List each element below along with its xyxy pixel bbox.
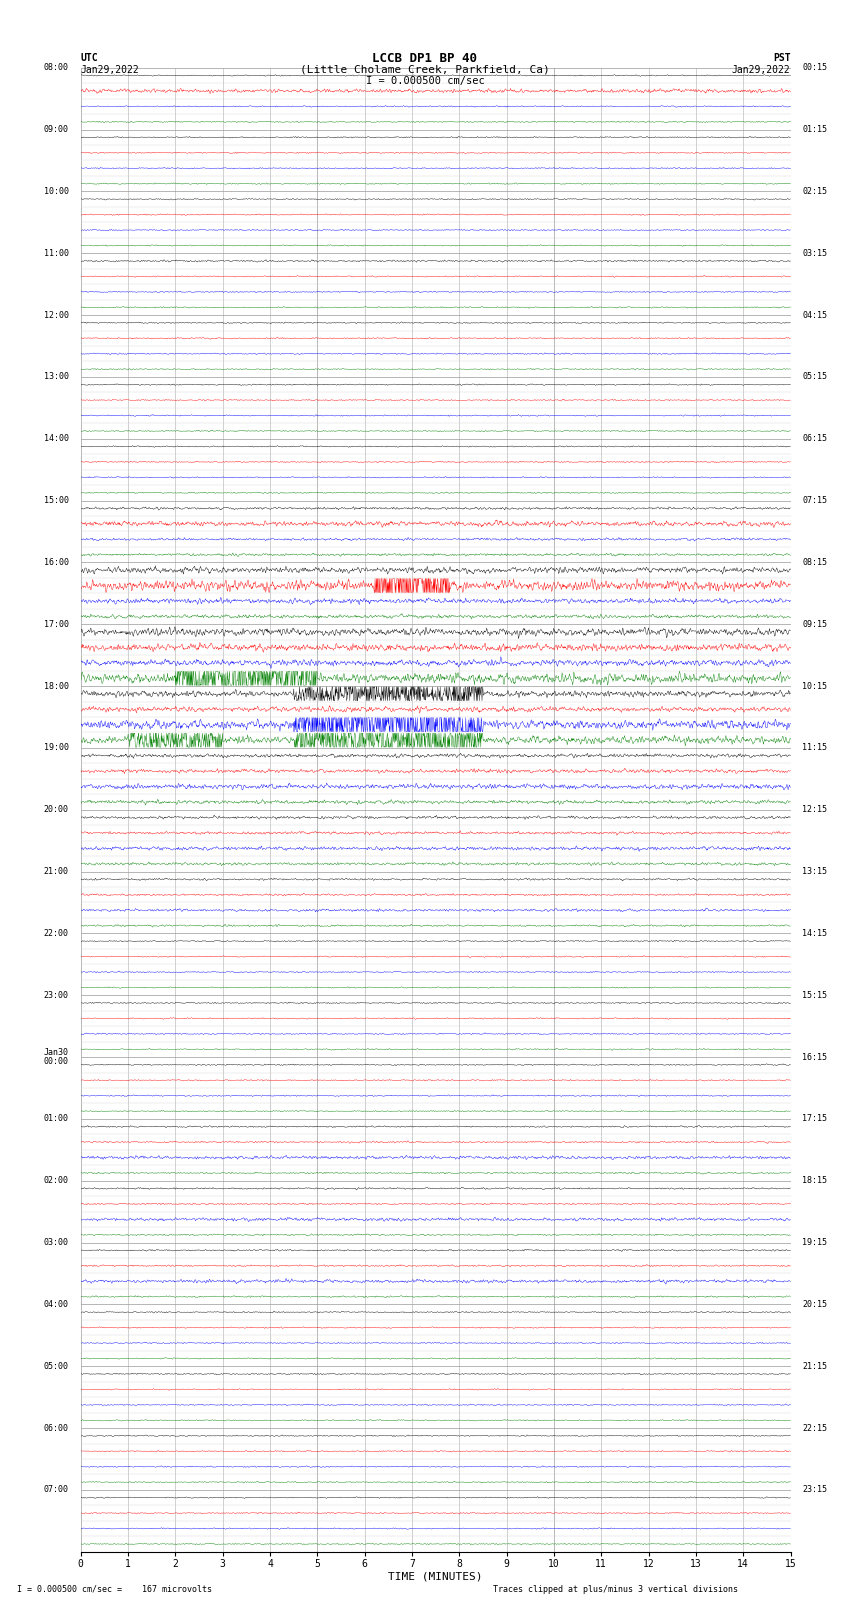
Text: 12:00: 12:00 (44, 311, 69, 319)
Text: 21:15: 21:15 (802, 1361, 827, 1371)
Text: 22:00: 22:00 (44, 929, 69, 937)
Text: 11:15: 11:15 (802, 744, 827, 752)
Text: 04:15: 04:15 (802, 311, 827, 319)
Text: 12:15: 12:15 (802, 805, 827, 815)
Text: 02:00: 02:00 (44, 1176, 69, 1186)
Text: 05:15: 05:15 (802, 373, 827, 381)
Text: 19:00: 19:00 (44, 744, 69, 752)
Text: 01:15: 01:15 (802, 126, 827, 134)
Text: 01:00: 01:00 (44, 1115, 69, 1123)
Text: PST: PST (773, 53, 790, 63)
Text: 16:15: 16:15 (802, 1053, 827, 1061)
Text: 20:15: 20:15 (802, 1300, 827, 1308)
Text: 06:15: 06:15 (802, 434, 827, 444)
Text: 17:15: 17:15 (802, 1115, 827, 1123)
Text: Jan29,2022: Jan29,2022 (732, 65, 791, 74)
Text: I = 0.000500 cm/sec: I = 0.000500 cm/sec (366, 76, 484, 85)
Text: 07:15: 07:15 (802, 497, 827, 505)
Text: 04:00: 04:00 (44, 1300, 69, 1308)
Text: 00:00: 00:00 (44, 1057, 69, 1066)
Text: 22:15: 22:15 (802, 1424, 827, 1432)
Text: 20:00: 20:00 (44, 805, 69, 815)
Text: 10:00: 10:00 (44, 187, 69, 195)
Text: 23:00: 23:00 (44, 990, 69, 1000)
Text: 17:00: 17:00 (44, 619, 69, 629)
Text: 13:00: 13:00 (44, 373, 69, 381)
Text: 23:15: 23:15 (802, 1486, 827, 1494)
Text: 15:00: 15:00 (44, 497, 69, 505)
Text: 09:15: 09:15 (802, 619, 827, 629)
Text: 06:00: 06:00 (44, 1424, 69, 1432)
Text: 03:15: 03:15 (802, 248, 827, 258)
Text: 14:15: 14:15 (802, 929, 827, 937)
Text: 16:00: 16:00 (44, 558, 69, 566)
Text: 18:00: 18:00 (44, 682, 69, 690)
Text: 14:00: 14:00 (44, 434, 69, 444)
Text: 03:00: 03:00 (44, 1239, 69, 1247)
Text: 05:00: 05:00 (44, 1361, 69, 1371)
X-axis label: TIME (MINUTES): TIME (MINUTES) (388, 1571, 483, 1581)
Text: 21:00: 21:00 (44, 868, 69, 876)
Text: (Little Cholame Creek, Parkfield, Ca): (Little Cholame Creek, Parkfield, Ca) (300, 65, 550, 74)
Text: 18:15: 18:15 (802, 1176, 827, 1186)
Text: 08:00: 08:00 (44, 63, 69, 73)
Text: 07:00: 07:00 (44, 1486, 69, 1494)
Text: 13:15: 13:15 (802, 868, 827, 876)
Text: 08:15: 08:15 (802, 558, 827, 566)
Text: UTC: UTC (81, 53, 99, 63)
Text: 00:15: 00:15 (802, 63, 827, 73)
Text: 09:00: 09:00 (44, 126, 69, 134)
Text: 10:15: 10:15 (802, 682, 827, 690)
Text: Jan29,2022: Jan29,2022 (81, 65, 139, 74)
Text: LCCB DP1 BP 40: LCCB DP1 BP 40 (372, 52, 478, 65)
Text: Jan30: Jan30 (44, 1048, 69, 1057)
Text: Traces clipped at plus/minus 3 vertical divisions: Traces clipped at plus/minus 3 vertical … (493, 1584, 738, 1594)
Text: 02:15: 02:15 (802, 187, 827, 195)
Text: I = 0.000500 cm/sec =    167 microvolts: I = 0.000500 cm/sec = 167 microvolts (17, 1584, 212, 1594)
Text: 11:00: 11:00 (44, 248, 69, 258)
Text: 19:15: 19:15 (802, 1239, 827, 1247)
Text: 15:15: 15:15 (802, 990, 827, 1000)
